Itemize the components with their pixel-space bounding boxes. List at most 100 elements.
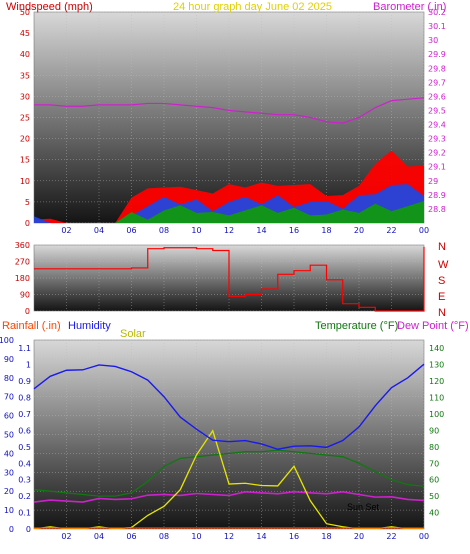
rainfall-y-tick-label: 0.5 xyxy=(18,443,31,452)
x-tick-label: 10 xyxy=(191,532,201,541)
average-area xyxy=(34,184,424,223)
humidity-line xyxy=(33,363,425,450)
temperature-y-tick-label: 40 xyxy=(429,509,439,518)
wind-y-tick-label: 40 xyxy=(20,50,30,59)
barometer-y-tick-label: 29.7 xyxy=(428,78,446,87)
windspeed-title: Windspeed (mph) xyxy=(6,1,93,13)
humidity-y-tick-label: 90 xyxy=(4,355,14,364)
barometer-y-tick-label: 30 xyxy=(428,36,438,45)
x-tick-label: 22 xyxy=(386,226,396,235)
barometer-y-tick-label: 29.4 xyxy=(428,121,446,130)
barometer-y-tick-label: 29.6 xyxy=(428,92,446,101)
temperature-y-tick-label: 140 xyxy=(429,344,444,353)
direction-y-tick-label: 180 xyxy=(15,274,30,283)
rainfall-y-tick-label: 0.1 xyxy=(18,509,31,518)
rainfall-y-tick-label: 0.6 xyxy=(18,426,31,435)
temperature-y-tick-label: 110 xyxy=(429,394,444,403)
dewpoint-label: Dew Point (°F) xyxy=(397,320,469,332)
barometer-y-tick-label: 30.2 xyxy=(428,8,446,17)
direction-y-tick-label: 90 xyxy=(20,291,30,300)
barometer-line xyxy=(34,97,425,124)
direction-label-s: S xyxy=(438,275,445,287)
x-tick-label: 14 xyxy=(256,226,266,235)
wind-y-tick-label: 5 xyxy=(25,198,30,207)
dewpoint-line xyxy=(33,491,425,503)
humidity-y-tick-label: 10 xyxy=(4,506,14,515)
wind-y-tick-label: 20 xyxy=(20,135,30,144)
wind-y-tick-label: 0 xyxy=(25,219,30,228)
x-tick-label: 00 xyxy=(419,226,429,235)
humidity-y-tick-label: 70 xyxy=(4,393,14,402)
barometer-y-tick-label: 29.2 xyxy=(428,149,446,158)
x-tick-label: 20 xyxy=(354,532,364,541)
wind-y-tick-label: 50 xyxy=(20,8,30,17)
x-tick-label: 12 xyxy=(224,532,234,541)
rainfall-y-tick-label: 0.3 xyxy=(18,476,31,485)
x-tick-label: 16 xyxy=(289,226,299,235)
wind-y-tick-label: 15 xyxy=(20,156,30,165)
humidity-y-tick-label: 0 xyxy=(9,525,14,534)
x-tick-label: 16 xyxy=(289,532,299,541)
barometer-y-tick-label: 29.1 xyxy=(428,163,446,172)
rainfall-y-tick-label: 0.9 xyxy=(18,377,31,386)
direction-label-n-top: N xyxy=(438,241,446,253)
barometer-y-tick-label: 28.8 xyxy=(428,205,446,214)
rainfall-y-tick-label: 0 xyxy=(26,525,31,534)
x-tick-label: 18 xyxy=(321,532,331,541)
wind-direction-line xyxy=(34,246,425,312)
direction-label-n-bottom: N xyxy=(438,307,446,319)
direction-y-tick-label: 270 xyxy=(15,258,30,267)
humidity-y-tick-label: 60 xyxy=(4,412,14,421)
temperature-y-tick-label: 80 xyxy=(429,443,439,452)
direction-y-tick-label: 0 xyxy=(25,307,30,316)
wind-y-tick-label: 10 xyxy=(20,177,30,186)
barometer-y-tick-label: 28.9 xyxy=(428,191,446,200)
x-tick-label: 08 xyxy=(159,532,169,541)
humidity-y-tick-label: 30 xyxy=(4,468,14,477)
rainfall-y-tick-label: 0.4 xyxy=(18,459,31,468)
x-tick-label: 06 xyxy=(126,532,136,541)
min-area xyxy=(34,201,424,223)
solar-line xyxy=(33,429,424,530)
x-tick-label: 08 xyxy=(159,226,169,235)
temperature-line xyxy=(33,449,425,497)
rainfall-y-tick-label: 1 xyxy=(26,361,31,370)
barometer-title: Barometer (.in) xyxy=(373,1,446,13)
wind-y-tick-label: 35 xyxy=(20,71,30,80)
sunset-label: Sun Set xyxy=(347,502,380,512)
x-tick-label: 18 xyxy=(321,226,331,235)
rainfall-label: Rainfall (.in) xyxy=(2,320,61,332)
barometer-y-tick-label: 29 xyxy=(428,177,438,186)
humidity-y-tick-label: 80 xyxy=(4,374,14,383)
rainfall-y-tick-label: 1.1 xyxy=(18,344,31,353)
temperature-y-tick-label: 60 xyxy=(429,476,439,485)
x-tick-label: 02 xyxy=(61,226,71,235)
temperature-y-tick-label: 130 xyxy=(429,361,444,370)
rainfall-y-tick-label: 0.2 xyxy=(18,492,31,501)
humidity-y-tick-label: 40 xyxy=(4,449,14,458)
x-tick-label: 10 xyxy=(191,226,201,235)
chart-marks xyxy=(33,97,425,530)
barometer-y-tick-label: 30.1 xyxy=(428,22,446,31)
wind-y-tick-label: 25 xyxy=(20,114,30,123)
barometer-y-tick-label: 29.9 xyxy=(428,50,446,59)
graph-date-title: 24 hour graph day June 02 2025 xyxy=(173,1,332,13)
wind-y-tick-label: 30 xyxy=(20,92,30,101)
direction-y-tick-label: 360 xyxy=(15,241,30,250)
temperature-y-tick-label: 100 xyxy=(429,410,444,419)
direction-label-e: E xyxy=(438,291,445,303)
temperature-label: Temperature (°F) xyxy=(315,320,398,332)
humidity-y-tick-label: 100 xyxy=(0,336,14,345)
humidity-label: Humidity xyxy=(68,320,111,332)
x-tick-label: 12 xyxy=(224,226,234,235)
barometer-y-tick-label: 29.3 xyxy=(428,135,446,144)
rainfall-y-tick-label: 0.7 xyxy=(18,410,31,419)
temperature-y-tick-label: 70 xyxy=(429,459,439,468)
x-tick-label: 14 xyxy=(256,532,266,541)
temperature-y-tick-label: 90 xyxy=(429,426,439,435)
rainfall-y-tick-label: 0.8 xyxy=(18,394,31,403)
x-tick-label: 06 xyxy=(126,226,136,235)
wind-y-tick-label: 45 xyxy=(20,29,30,38)
